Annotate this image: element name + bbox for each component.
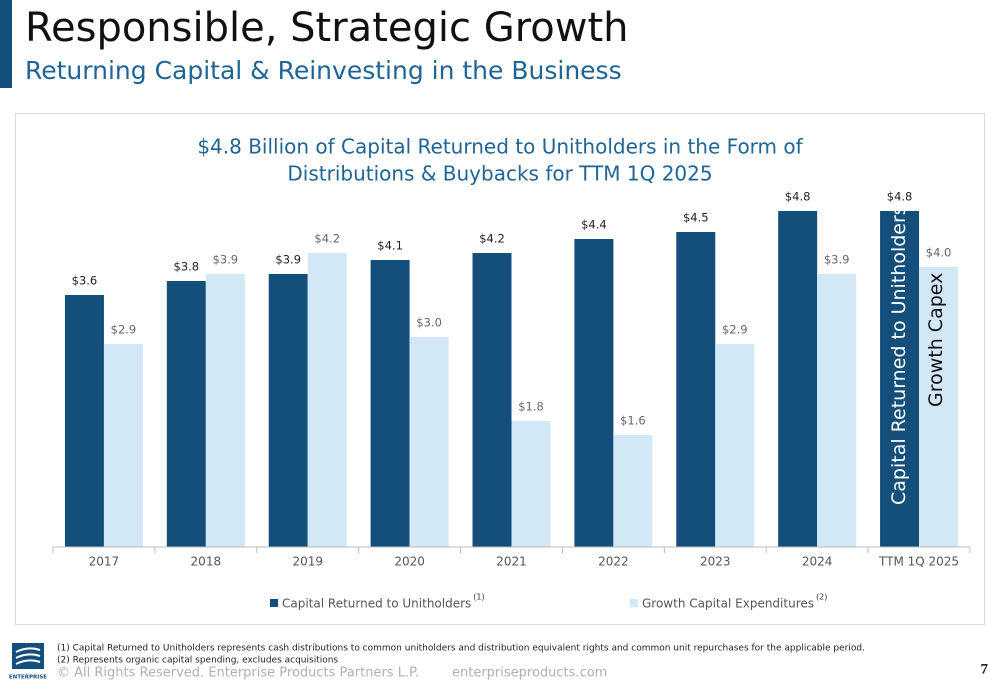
footnote: (1) Capital Returned to Unitholders repr…: [57, 644, 865, 654]
page-number: 7: [981, 661, 989, 677]
website: enterpriseproducts.com: [452, 666, 607, 681]
value-label: $4.8: [785, 190, 811, 204]
chart-title: Distributions & Buybacks for TTM 1Q 2025: [287, 162, 712, 186]
value-label: $4.5: [683, 211, 709, 225]
chart-frame: [15, 113, 985, 625]
legend-label: Capital Returned to Unitholders: [282, 597, 471, 611]
legend-label: Growth Capital Expenditures: [642, 597, 814, 611]
bar: [778, 211, 818, 547]
bar: [268, 274, 308, 547]
copyright: © All Rights Reserved. Enterprise Produc…: [57, 666, 419, 681]
value-label: $1.8: [518, 400, 544, 414]
legend-swatch: [630, 599, 638, 607]
header-accent: [0, 0, 12, 88]
value-label: $4.1: [377, 239, 403, 253]
bar-annotation: Growth Capex: [925, 273, 947, 407]
value-label: $4.0: [926, 246, 952, 260]
value-label: $2.9: [111, 323, 137, 337]
x-tick-label: 2022: [598, 555, 629, 569]
logo: ENTERPRISE: [9, 643, 47, 681]
bar: [817, 274, 857, 547]
bar: [307, 253, 347, 547]
slide-title: Responsible, Strategic Growth: [25, 5, 628, 51]
bar: [880, 211, 920, 547]
value-label: $3.8: [174, 260, 200, 274]
legend-swatch: [270, 599, 278, 607]
bar: [370, 260, 410, 547]
slide-subtitle: Returning Capital & Reinvesting in the B…: [25, 56, 622, 85]
bar: [205, 274, 245, 547]
bar: [511, 421, 551, 547]
value-label: $3.9: [213, 253, 239, 267]
legend-note: (1): [473, 593, 484, 602]
bar: [574, 239, 614, 547]
bar-annotation: Capital Returned to Unitholders: [888, 205, 910, 505]
logo-lines: [15, 647, 41, 665]
x-tick-label: 2017: [89, 555, 120, 569]
bar: [715, 344, 755, 547]
chart-title: $4.8 Billion of Capital Returned to Unit…: [197, 135, 803, 159]
logo-text: ENTERPRISE: [9, 675, 47, 681]
value-label: $3.9: [824, 253, 850, 267]
x-tick-label: 2020: [394, 555, 425, 569]
value-label: $4.2: [479, 232, 505, 246]
x-tick-label: 2021: [496, 555, 527, 569]
value-label: $3.0: [416, 316, 442, 330]
value-label: $4.2: [314, 232, 340, 246]
bar: [676, 232, 716, 547]
footnote: (2) Represents organic capital spending,…: [57, 656, 338, 666]
value-label: $3.9: [275, 253, 301, 267]
value-label: $4.8: [887, 190, 913, 204]
x-tick-label: 2024: [802, 555, 833, 569]
bar: [472, 253, 512, 547]
bar: [919, 267, 959, 547]
x-tick-label: 2023: [700, 555, 731, 569]
bar: [64, 295, 104, 547]
x-tick-label: 2018: [191, 555, 222, 569]
value-label: $1.6: [620, 414, 646, 428]
legend-note: (2): [816, 593, 827, 602]
bar: [103, 344, 143, 547]
value-label: $2.9: [722, 323, 748, 337]
x-tick-label: 2019: [292, 555, 323, 569]
x-tick-label: TTM 1Q 2025: [878, 555, 959, 569]
value-label: $4.4: [581, 218, 607, 232]
value-label: $3.6: [72, 274, 98, 288]
bar: [166, 281, 206, 547]
bar: [613, 435, 653, 547]
bar: [409, 337, 449, 547]
